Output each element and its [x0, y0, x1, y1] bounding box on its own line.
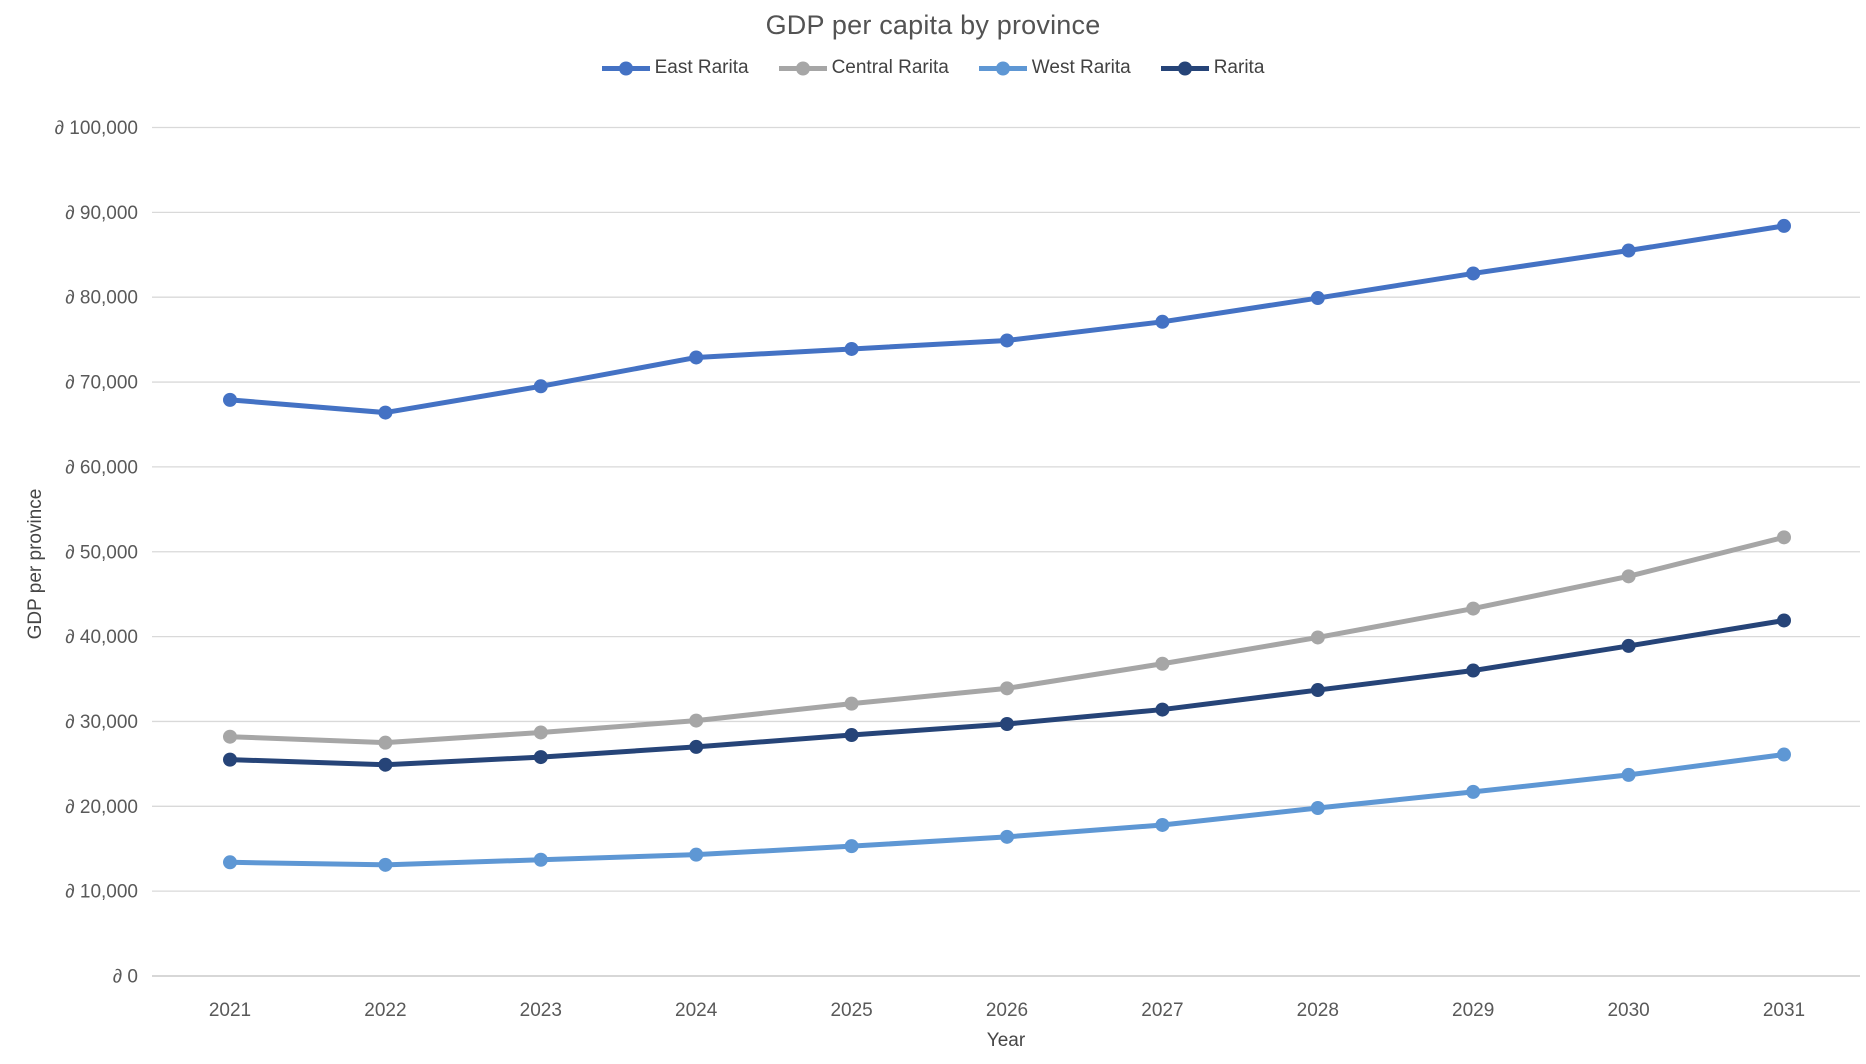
y-tick-label: ∂ 20,000 [65, 797, 138, 818]
x-tick-label: 2021 [209, 1000, 251, 1021]
data-point-central-rarita [1466, 601, 1481, 616]
y-tick-label: ∂ 30,000 [65, 712, 138, 733]
data-point-east-rarita [1621, 243, 1636, 258]
data-point-rarita [1310, 683, 1325, 698]
data-point-central-rarita [1621, 569, 1636, 584]
y-tick-label: ∂ 90,000 [65, 203, 138, 224]
data-point-east-rarita [1310, 291, 1325, 306]
data-point-central-rarita [844, 696, 859, 711]
x-tick-label: 2022 [364, 1000, 406, 1021]
x-tick-label: 2024 [675, 1000, 718, 1021]
legend-label: Rarita [1213, 57, 1265, 78]
data-point-central-rarita [689, 713, 704, 728]
data-point-central-rarita [533, 725, 548, 740]
data-point-central-rarita [1310, 630, 1325, 645]
legend-label: West Rarita [1031, 57, 1131, 78]
data-point-east-rarita [533, 379, 548, 394]
x-tick-label: 2031 [1763, 1000, 1805, 1021]
x-tick-label: 2027 [1141, 1000, 1183, 1021]
x-axis-title: Year [986, 1030, 1026, 1051]
data-point-central-rarita [1000, 681, 1014, 696]
data-point-west-rarita [378, 857, 393, 872]
data-point-east-rarita [223, 392, 237, 407]
data-point-west-rarita [223, 855, 237, 870]
data-point-west-rarita [689, 847, 704, 862]
data-point-east-rarita [1777, 218, 1791, 233]
legend-item-west-rarita: West Rarita [978, 57, 1131, 79]
legend: East Rarita Central Rarita West Rarita Rari… [0, 57, 1866, 79]
data-point-east-rarita [689, 350, 704, 365]
data-point-rarita [1621, 638, 1636, 653]
legend-item-east-rarita: East Rarita [601, 57, 749, 79]
y-tick-label: ∂ 100,000 [55, 118, 138, 139]
y-tick-label: ∂ 70,000 [65, 373, 138, 394]
legend-marker-icon [1160, 61, 1209, 75]
y-tick-label: ∂ 80,000 [65, 288, 138, 309]
y-tick-label: ∂ 40,000 [65, 627, 138, 648]
data-point-west-rarita [1310, 800, 1325, 815]
x-tick-label: 2029 [1452, 1000, 1494, 1021]
data-point-west-rarita [533, 852, 548, 867]
data-point-rarita [1777, 613, 1791, 628]
legend-label: Central Rarita [831, 57, 949, 78]
y-tick-label: ∂ 10,000 [65, 882, 138, 903]
data-point-rarita [378, 757, 393, 772]
chart-title: GDP per capita by province [765, 10, 1101, 40]
x-tick-label: 2026 [986, 1000, 1028, 1021]
data-point-rarita [533, 750, 548, 765]
data-point-west-rarita [1000, 829, 1014, 844]
y-tick-label: ∂ 60,000 [65, 457, 138, 478]
y-tick-label: ∂ 50,000 [65, 542, 138, 563]
data-point-east-rarita [1466, 266, 1481, 281]
data-point-rarita [1000, 716, 1014, 731]
data-point-central-rarita [1155, 656, 1170, 671]
legend-item-central-rarita: Central Rarita [778, 57, 949, 79]
data-point-east-rarita [378, 405, 393, 420]
data-point-east-rarita [844, 341, 859, 356]
series-line-west-rarita [227, 752, 1787, 868]
legend-item-rarita: Rarita [1160, 57, 1265, 79]
x-tick-label: 2023 [520, 1000, 562, 1021]
data-point-rarita [1466, 663, 1481, 678]
data-point-rarita [689, 739, 704, 754]
data-point-rarita [1155, 702, 1170, 717]
legend-marker-icon [601, 61, 650, 75]
data-point-west-rarita [1777, 747, 1791, 762]
series-line-central-rarita [227, 534, 1787, 746]
legend-marker-icon [978, 61, 1027, 75]
legend-marker-icon [778, 61, 827, 75]
legend-label: East Rarita [654, 57, 749, 78]
data-point-west-rarita [844, 839, 859, 854]
data-point-rarita [844, 728, 859, 743]
data-point-central-rarita [378, 735, 393, 750]
data-point-east-rarita [1155, 314, 1170, 329]
x-tick-label: 2028 [1297, 1000, 1339, 1021]
data-point-west-rarita [1466, 784, 1481, 799]
data-point-rarita [223, 752, 237, 767]
data-point-central-rarita [223, 729, 237, 744]
data-point-central-rarita [1777, 530, 1791, 545]
x-tick-label: 2025 [830, 1000, 872, 1021]
x-tick-label: 2030 [1607, 1000, 1649, 1021]
y-tick-label: ∂ 0 [113, 967, 138, 988]
data-point-east-rarita [1000, 333, 1014, 348]
series-line-east-rarita [227, 223, 1787, 416]
data-point-west-rarita [1621, 767, 1636, 782]
data-point-west-rarita [1155, 817, 1170, 832]
